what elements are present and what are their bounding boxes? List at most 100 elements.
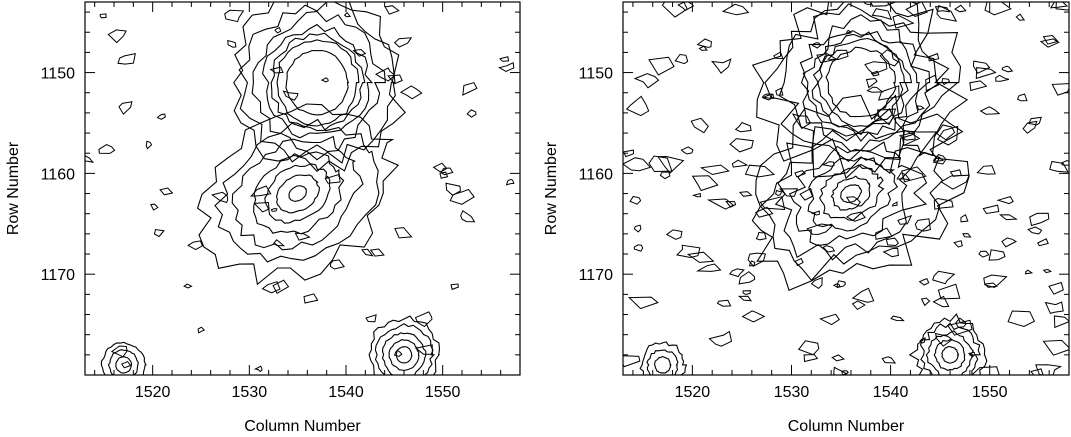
noise-contour [933, 197, 954, 210]
noise-contour [698, 45, 709, 51]
contour-source-0-level-3 [802, 30, 920, 142]
noise-contour [466, 109, 477, 118]
noise-contour [686, 251, 715, 263]
noise-contour [885, 237, 899, 247]
contour-source-2-level-2 [925, 330, 975, 375]
noise-contour [879, 49, 900, 67]
noise-contour [851, 287, 875, 303]
noise-contour [665, 229, 683, 240]
noise-contour [969, 80, 988, 92]
noise-contour [1042, 339, 1069, 356]
noise-contour [460, 209, 476, 223]
noise-contour [270, 207, 278, 212]
noise-contour [1001, 237, 1018, 248]
noise-contour [1027, 226, 1043, 235]
noise-contour [706, 198, 735, 210]
noise-contour [822, 245, 836, 253]
noise-contour [253, 365, 263, 373]
noise-contour [445, 182, 461, 196]
noise-contour [691, 192, 702, 198]
noise-contour [1042, 34, 1059, 45]
noise-contour [851, 300, 866, 311]
contour-source-1-level-3 [253, 151, 345, 235]
contour-lines [623, 2, 1069, 375]
contour-source-2-level-4 [368, 315, 441, 375]
noise-contour [150, 203, 159, 211]
noise-contour [1001, 65, 1014, 73]
noise-contour [984, 282, 998, 288]
noise-contour [393, 349, 403, 357]
noise-contour [250, 185, 272, 197]
noise-contour [1051, 83, 1069, 96]
noise-contour [716, 299, 732, 307]
noise-contour [874, 114, 882, 122]
contour-source-0-level-5 [778, 3, 942, 162]
y-tick-label: 1150 [41, 66, 76, 83]
noise-contour [1024, 269, 1034, 275]
noise-contour [876, 108, 897, 126]
noise-contour [742, 290, 751, 296]
contour-source-0-level-1 [276, 39, 360, 127]
noise-contour [865, 77, 878, 89]
noise-contour [875, 227, 893, 240]
contour-panel-left: 1520 1530 1540 1550 1150 1160 1170 Column Numbe… [5, 1, 521, 435]
contour-panel-right: 1520 1530 1540 1550 1150 1160 1170 Column Numbe… [543, 1, 1070, 435]
noise-contour [1030, 368, 1044, 375]
contour-source-1-level-4 [231, 135, 364, 251]
contour-source-3-level-2 [100, 341, 147, 375]
noise-contour [998, 214, 1018, 221]
noise-contour [744, 164, 776, 178]
noise-contour [352, 48, 367, 57]
noise-contour [936, 4, 958, 22]
contour-source-0-level-7 [751, 2, 969, 178]
noise-contour [661, 2, 688, 18]
noise-contour [699, 164, 730, 176]
noise-contour [918, 277, 930, 286]
noise-contour [890, 315, 905, 322]
noise-contour [633, 244, 644, 252]
noise-contour [118, 101, 133, 115]
noise-contour [995, 74, 1010, 82]
x-tick-label: 1540 [873, 384, 909, 401]
noise-contour [871, 8, 893, 21]
x-axis-title: Column Number [788, 418, 905, 435]
contour-source-0-level-5 [238, 2, 396, 164]
contour-source-0-level-6 [233, 2, 406, 173]
noise-contour [1049, 160, 1069, 173]
noise-contour [954, 4, 967, 13]
noise-contour [272, 239, 286, 247]
noise-contour [499, 56, 510, 62]
noise-contour [794, 170, 807, 178]
noise-contour [1022, 120, 1038, 134]
contour-source-0-level-2 [811, 31, 913, 136]
noise-contour [623, 355, 641, 368]
noise-contour [799, 187, 814, 201]
contour-source-2-level-3 [374, 323, 436, 375]
noise-contour [778, 188, 799, 197]
noise-contour [1053, 315, 1069, 329]
contour-source-1-level-6 [759, 108, 944, 282]
noise-contour [695, 263, 722, 272]
noise-contour [99, 13, 107, 19]
noise-contour [253, 201, 270, 213]
noise-contour [897, 214, 913, 225]
noise-contour [623, 157, 652, 172]
y-tick-label: 1160 [579, 166, 614, 183]
noise-contour [845, 196, 861, 206]
x-tick-label: 1530 [774, 384, 810, 401]
plot-frame [84, 1, 521, 376]
noise-contour [272, 279, 290, 294]
contour-source-0-level-4 [799, 14, 931, 152]
noise-contour [761, 93, 773, 101]
contour-source-2-level-0 [941, 345, 959, 364]
noise-contour [794, 257, 804, 267]
noise-contour [811, 42, 822, 49]
noise-contour [369, 248, 385, 257]
noise-contour [261, 281, 281, 294]
noise-contour [914, 218, 931, 232]
y-tick-label: 1160 [41, 166, 76, 183]
noise-contour [159, 187, 174, 196]
noise-contour [365, 314, 377, 323]
noise-contour [791, 113, 812, 130]
noise-contour [882, 247, 899, 258]
